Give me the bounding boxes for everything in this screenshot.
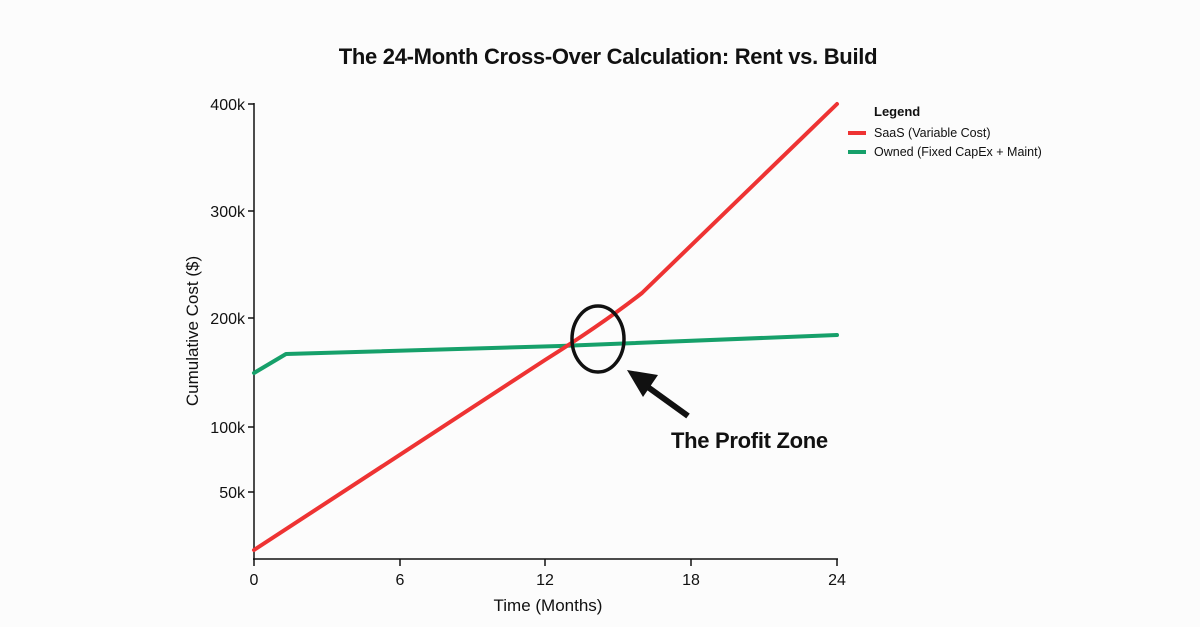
legend-item-saas: SaaS (Variable Cost) xyxy=(845,123,1042,142)
profit-zone-label: The Profit Zone xyxy=(671,428,828,453)
x-tick-label: 6 xyxy=(396,572,405,589)
legend: Legend SaaS (Variable Cost) Owned (Fixed… xyxy=(845,104,1042,161)
series-saas-line xyxy=(252,102,839,552)
arrow-icon xyxy=(627,370,690,419)
x-tick-label: 18 xyxy=(682,572,700,589)
legend-item-owned: Owned (Fixed CapEx + Maint) xyxy=(845,142,1042,161)
legend-title: Legend xyxy=(874,104,921,119)
crossover-circle-marker xyxy=(570,304,626,374)
legend-label: SaaS (Variable Cost) xyxy=(874,125,991,140)
chart-title: The 24-Month Cross-Over Calculation: Ren… xyxy=(338,44,878,69)
legend-swatch-red xyxy=(848,130,866,135)
y-tick-label: 300k xyxy=(210,204,246,221)
legend-swatch-green xyxy=(848,149,866,154)
y-ticks: 400k 300k 200k 100k 50k xyxy=(210,97,254,502)
x-tick-label: 24 xyxy=(828,572,846,589)
y-tick-label: 400k xyxy=(210,97,246,114)
y-tick-label: 100k xyxy=(210,420,246,437)
x-tick-label: 12 xyxy=(536,572,554,589)
x-tick-label: 0 xyxy=(250,572,259,589)
x-axis-title: Time (Months) xyxy=(494,596,603,615)
x-ticks: 0 6 12 18 24 xyxy=(250,559,846,589)
y-tick-label: 200k xyxy=(210,311,246,328)
legend-label: Owned (Fixed CapEx + Maint) xyxy=(874,144,1042,159)
y-tick-label: 50k xyxy=(219,485,246,502)
series-owned-line xyxy=(252,333,839,375)
y-axis-title: Cumulative Cost ($) xyxy=(183,256,202,406)
